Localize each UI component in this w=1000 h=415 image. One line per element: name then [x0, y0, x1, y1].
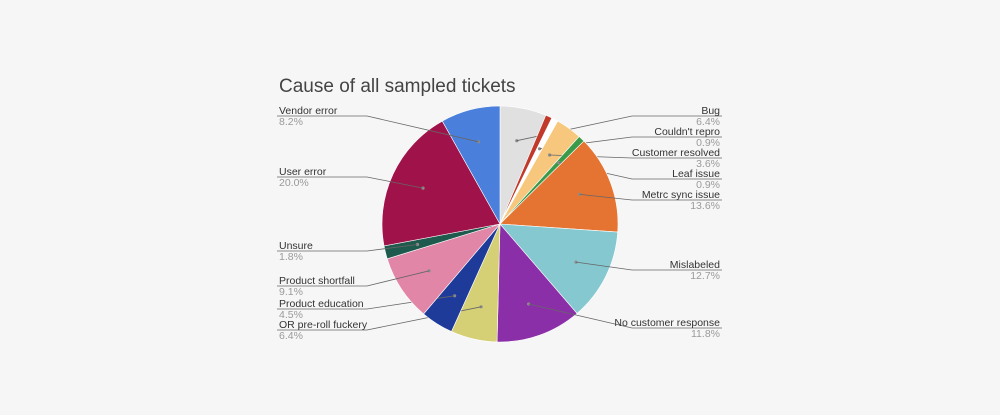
pie-slice-vendor-error [441, 105, 501, 226]
slice-label-percent: 6.4% [696, 116, 720, 128]
leader-line [277, 244, 418, 252]
slice-label-name: Customer resolved [631, 147, 720, 159]
pie-slice-no-customer-response [496, 223, 578, 343]
slice-label-percent: 0.9% [696, 179, 720, 191]
leader-line [277, 270, 430, 287]
slice-label-percent: 1.8% [279, 251, 303, 263]
slice-label: Product shortfall 9.1% [279, 276, 355, 298]
slice-label-percent: 6.4% [279, 330, 303, 342]
slice-label-percent: 20.0% [279, 177, 309, 189]
leader-line [575, 261, 722, 271]
slice-label: Mislabeled 12.7% [670, 260, 720, 282]
slice-label-name: No customer response [614, 317, 720, 329]
leader-line [579, 194, 722, 201]
slice-label: Unsure 1.8% [279, 241, 313, 263]
slice-label-name: Unsure [279, 240, 313, 252]
slice-label: User error 20.0% [279, 167, 326, 189]
slice-label-name: Product shortfall [279, 275, 355, 287]
slice-label-percent: 12.7% [690, 270, 720, 282]
slice-label: Bug 6.4% [696, 106, 720, 128]
slice-label: Customer resolved 3.6% [632, 148, 720, 170]
slice-label-name: Leaf issue [672, 168, 720, 180]
slice-label-percent: 4.5% [279, 309, 303, 321]
slice-label: Product education 4.5% [279, 299, 364, 321]
pie-slice-mislabeled [499, 223, 619, 314]
slice-label-percent: 8.2% [279, 116, 303, 128]
slice-label-name: Bug [701, 105, 720, 117]
slice-label-percent: 3.6% [696, 158, 720, 170]
slice-label-name: Couldn't repro [654, 126, 720, 138]
leader-line [528, 303, 722, 329]
slice-label: Metrc sync issue 13.6% [642, 190, 720, 212]
chart-title: Cause of all sampled tickets [279, 76, 516, 97]
slice-label: No customer response 11.8% [614, 318, 720, 340]
slice-label-percent: 0.9% [696, 137, 720, 149]
slice-label-name: User error [279, 166, 327, 178]
leader-line [277, 176, 424, 189]
slice-label-percent: 9.1% [279, 286, 303, 298]
pie-slice-metrc-sync-issue [499, 140, 619, 233]
slice-label-name: Metrc sync issue [641, 189, 720, 201]
slice-label-name: Product education [279, 298, 364, 310]
leader-line [277, 115, 479, 143]
slice-label-name: OR pre-roll fuckery [279, 319, 368, 331]
slice-label-percent: 11.8% [691, 328, 720, 340]
slice-label-name: Mislabeled [669, 259, 720, 271]
pie-slice-user-error [381, 120, 501, 247]
slice-label-percent: 13.6% [690, 200, 720, 212]
slice-label-name: Vendor error [279, 105, 338, 117]
slice-label: Vendor error 8.2% [279, 106, 337, 128]
slice-label: Leaf issue 0.9% [672, 169, 720, 191]
slice-label: OR pre-roll fuckery 6.4% [279, 320, 367, 342]
slice-label: Couldn't repro 0.9% [654, 127, 720, 149]
